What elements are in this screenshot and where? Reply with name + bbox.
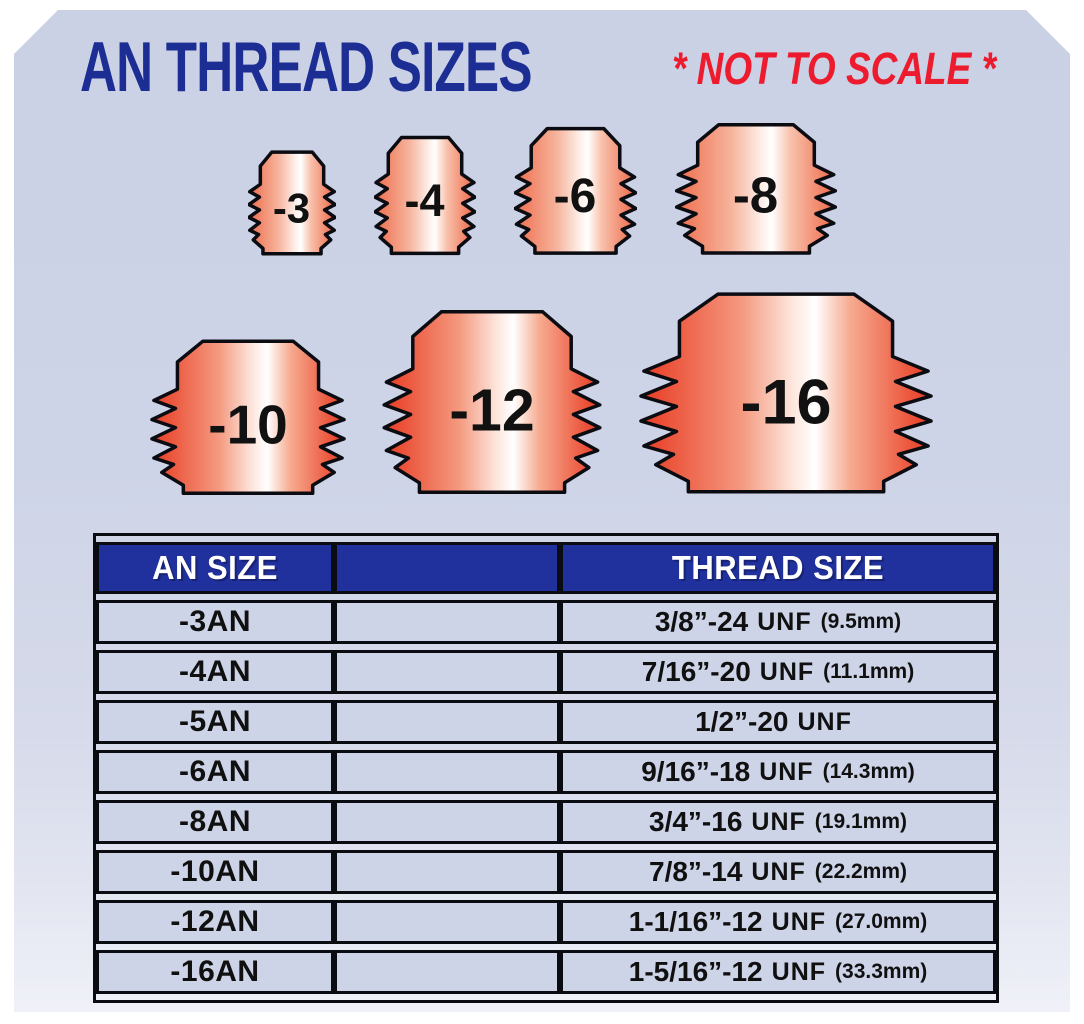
- middle-cell: [334, 600, 560, 644]
- middle-cell: [334, 800, 560, 844]
- fittings-row-small: -3 -4 -6 -8: [0, 120, 1084, 257]
- fitting-12: -12: [382, 308, 602, 498]
- an-size-cell: -4AN: [96, 650, 334, 694]
- thread-size-cell: 7/8”-14 UNF (22.2mm): [560, 850, 996, 894]
- table-row: -8AN 3/4”-16 UNF (19.1mm): [96, 800, 996, 844]
- fitting-10-shape-icon: [150, 338, 346, 498]
- fitting-12-shape-icon: [382, 308, 602, 498]
- middle-cell: [334, 850, 560, 894]
- fitting-16-shape-icon: [638, 290, 934, 498]
- fitting-8: -8: [675, 122, 837, 257]
- fitting-6-shape-icon: [514, 126, 637, 257]
- thread-size-cell: 1-1/16”-12 UNF (27.0mm): [560, 900, 996, 944]
- fitting-6-label: -6: [553, 170, 597, 224]
- not-to-scale-note: * NOT TO SCALE *: [672, 44, 996, 95]
- an-size-cell: -12AN: [96, 900, 334, 944]
- thread-size-cell: 1/2”-20 UNF: [560, 700, 996, 744]
- table-row: -6AN 9/16”-18 UNF (14.3mm): [96, 750, 996, 794]
- fitting-16-label: -16: [740, 367, 832, 438]
- middle-cell: [334, 700, 560, 744]
- fitting-3-shape-icon: [248, 150, 336, 257]
- table-row: -4AN 7/16”-20 UNF (11.1mm): [96, 650, 996, 694]
- table-row: -3AN 3/8”-24 UNF (9.5mm): [96, 600, 996, 644]
- fitting-4: -4: [374, 135, 476, 257]
- table-row: -5AN 1/2”-20 UNF: [96, 700, 996, 744]
- an-size-cell: -6AN: [96, 750, 334, 794]
- fitting-3-label: -3: [272, 183, 311, 231]
- fitting-10-label: -10: [208, 393, 288, 456]
- middle-cell: [334, 650, 560, 694]
- thread-size-cell: 3/4”-16 UNF (19.1mm): [560, 800, 996, 844]
- an-size-cell: -16AN: [96, 950, 334, 994]
- table-row: -10AN 7/8”-14 UNF (22.2mm): [96, 850, 996, 894]
- middle-cell: [334, 950, 560, 994]
- size-table-wrap: AN SIZE THREAD SIZE -3AN 3/8”-24 UNF (9.5m…: [93, 533, 999, 1003]
- an-size-cell: -8AN: [96, 800, 334, 844]
- page-title: AN THREAD SIZES: [80, 27, 532, 107]
- header-thread-size: THREAD SIZE: [560, 542, 996, 594]
- an-size-cell: -10AN: [96, 850, 334, 894]
- fitting-4-shape-icon: [374, 135, 476, 257]
- fitting-12-label: -12: [449, 377, 535, 444]
- thread-size-cell: 9/16”-18 UNF (14.3mm): [560, 750, 996, 794]
- an-size-cell: -5AN: [96, 700, 334, 744]
- table-header-row: AN SIZE THREAD SIZE: [96, 542, 996, 594]
- fitting-8-label: -8: [732, 166, 779, 224]
- table-row: -12AN 1-1/16”-12 UNF (27.0mm): [96, 900, 996, 944]
- fitting-6: -6: [514, 126, 637, 257]
- thread-size-cell: 3/8”-24 UNF (9.5mm): [560, 600, 996, 644]
- header-middle-empty: [334, 542, 560, 594]
- an-size-table: AN SIZE THREAD SIZE -3AN 3/8”-24 UNF (9.5m…: [96, 536, 996, 1000]
- fitting-16: -16: [638, 290, 934, 498]
- fitting-8-shape-icon: [675, 122, 837, 257]
- thread-size-cell: 7/16”-20 UNF (11.1mm): [560, 650, 996, 694]
- fitting-10: -10: [150, 338, 346, 498]
- middle-cell: [334, 750, 560, 794]
- thread-size-cell: 1-5/16”-12 UNF (33.3mm): [560, 950, 996, 994]
- fitting-4-label: -4: [404, 174, 445, 226]
- an-size-cell: -3AN: [96, 600, 334, 644]
- table-row: -16AN 1-5/16”-12 UNF (33.3mm): [96, 950, 996, 994]
- fitting-3: -3: [248, 150, 336, 257]
- header-an-size: AN SIZE: [96, 542, 334, 594]
- middle-cell: [334, 900, 560, 944]
- fittings-row-large: -10 -12 -16: [0, 288, 1084, 498]
